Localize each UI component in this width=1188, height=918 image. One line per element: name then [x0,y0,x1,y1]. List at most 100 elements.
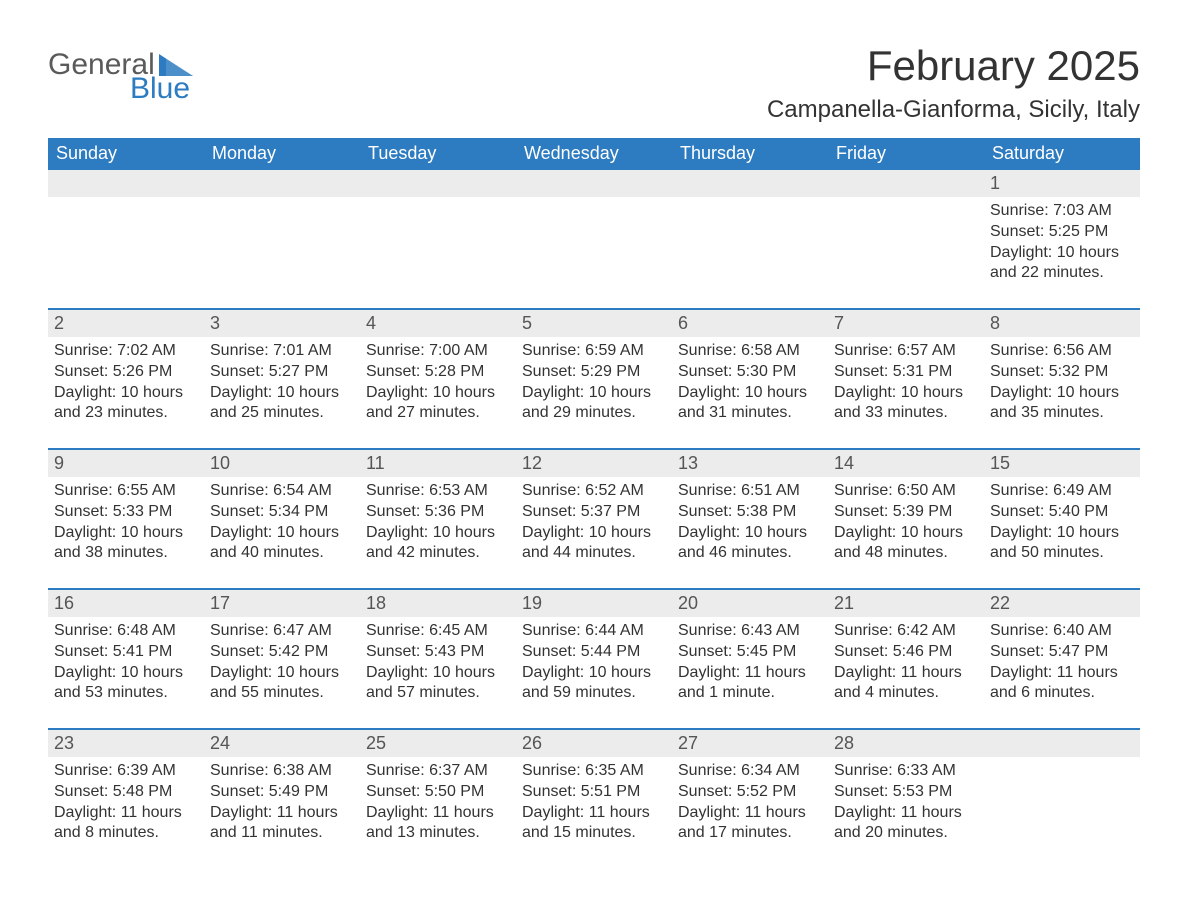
daylight: Daylight: 10 hours and 22 minutes. [990,243,1134,283]
sunrise-value: 6:49 AM [1053,482,1112,499]
sunset-value: 5:53 PM [893,783,953,800]
calendar-day-cell: 18Sunrise: 6:45 AMSunset: 5:43 PMDayligh… [360,589,516,729]
daylight-label: Daylight: [834,384,901,401]
calendar-day-cell: 7Sunrise: 6:57 AMSunset: 5:31 PMDaylight… [828,309,984,449]
sunrise-label: Sunrise: [522,342,585,359]
calendar-week-row: 23Sunrise: 6:39 AMSunset: 5:48 PMDayligh… [48,729,1140,868]
calendar-day-cell [204,170,360,309]
sunset: Sunset: 5:48 PM [54,782,198,802]
day-number [984,730,1140,757]
sunrise-label: Sunrise: [834,342,897,359]
sunrise: Sunrise: 6:38 AM [210,761,354,781]
calendar-day-cell: 26Sunrise: 6:35 AMSunset: 5:51 PMDayligh… [516,729,672,868]
sunrise-label: Sunrise: [522,622,585,639]
daylight-label: Daylight: [678,664,745,681]
day-header: Tuesday [360,138,516,170]
sunrise: Sunrise: 6:40 AM [990,621,1134,641]
sunset-value: 5:47 PM [1049,643,1109,660]
sunset-label: Sunset: [210,363,269,380]
daylight-label: Daylight: [678,384,745,401]
sunrise: Sunrise: 6:59 AM [522,341,666,361]
day-number: 15 [984,450,1140,477]
day-body: Sunrise: 6:38 AMSunset: 5:49 PMDaylight:… [204,757,360,868]
sunset-value: 5:28 PM [425,363,485,380]
sunset: Sunset: 5:49 PM [210,782,354,802]
calendar-day-cell: 20Sunrise: 6:43 AMSunset: 5:45 PMDayligh… [672,589,828,729]
sunset-value: 5:44 PM [581,643,641,660]
day-number: 5 [516,310,672,337]
day-header: Saturday [984,138,1140,170]
day-body: Sunrise: 6:49 AMSunset: 5:40 PMDaylight:… [984,477,1140,588]
day-body: Sunrise: 6:50 AMSunset: 5:39 PMDaylight:… [828,477,984,588]
sunrise-value: 6:39 AM [117,762,176,779]
sunset-label: Sunset: [54,643,113,660]
sunset: Sunset: 5:29 PM [522,362,666,382]
sunset-label: Sunset: [678,503,737,520]
sunset: Sunset: 5:47 PM [990,642,1134,662]
sunrise: Sunrise: 6:54 AM [210,481,354,501]
sunset-label: Sunset: [522,363,581,380]
day-body: Sunrise: 6:52 AMSunset: 5:37 PMDaylight:… [516,477,672,588]
day-body: Sunrise: 6:56 AMSunset: 5:32 PMDaylight:… [984,337,1140,448]
sunset-value: 5:31 PM [893,363,953,380]
calendar-day-cell: 12Sunrise: 6:52 AMSunset: 5:37 PMDayligh… [516,449,672,589]
sunset-label: Sunset: [366,363,425,380]
sunset: Sunset: 5:46 PM [834,642,978,662]
sunset-label: Sunset: [834,783,893,800]
day-header: Thursday [672,138,828,170]
day-body: Sunrise: 6:34 AMSunset: 5:52 PMDaylight:… [672,757,828,868]
sunrise-label: Sunrise: [678,482,741,499]
sunset-value: 5:40 PM [1049,503,1109,520]
daylight-label: Daylight: [990,524,1057,541]
daylight: Daylight: 10 hours and 40 minutes. [210,523,354,563]
daylight: Daylight: 10 hours and 27 minutes. [366,383,510,423]
sunrise-label: Sunrise: [522,482,585,499]
day-number: 14 [828,450,984,477]
daylight-label: Daylight: [366,524,433,541]
sunset-label: Sunset: [990,363,1049,380]
sunrise-label: Sunrise: [990,482,1053,499]
calendar-day-cell [516,170,672,309]
calendar-day-cell: 23Sunrise: 6:39 AMSunset: 5:48 PMDayligh… [48,729,204,868]
calendar-day-cell: 3Sunrise: 7:01 AMSunset: 5:27 PMDaylight… [204,309,360,449]
sunrise: Sunrise: 7:03 AM [990,201,1134,221]
sunrise-value: 6:44 AM [585,622,644,639]
daylight: Daylight: 11 hours and 13 minutes. [366,803,510,843]
sunrise: Sunrise: 6:50 AM [834,481,978,501]
calendar-day-cell: 11Sunrise: 6:53 AMSunset: 5:36 PMDayligh… [360,449,516,589]
day-header: Sunday [48,138,204,170]
sunrise-value: 6:52 AM [585,482,644,499]
daylight-label: Daylight: [522,524,589,541]
sunset: Sunset: 5:36 PM [366,502,510,522]
sunset-value: 5:51 PM [581,783,641,800]
sunset-value: 5:30 PM [737,363,797,380]
daylight-label: Daylight: [522,804,589,821]
sunrise-label: Sunrise: [366,762,429,779]
sunset-label: Sunset: [210,503,269,520]
day-number: 9 [48,450,204,477]
calendar-day-cell: 5Sunrise: 6:59 AMSunset: 5:29 PMDaylight… [516,309,672,449]
sunset: Sunset: 5:32 PM [990,362,1134,382]
daylight: Daylight: 10 hours and 38 minutes. [54,523,198,563]
daylight: Daylight: 11 hours and 20 minutes. [834,803,978,843]
sunrise-label: Sunrise: [990,622,1053,639]
daylight: Daylight: 11 hours and 11 minutes. [210,803,354,843]
day-number: 26 [516,730,672,757]
day-number: 16 [48,590,204,617]
calendar-day-cell [984,729,1140,868]
sunset-value: 5:50 PM [425,783,485,800]
brand-logo: General Blue [48,30,193,104]
day-body: Sunrise: 6:40 AMSunset: 5:47 PMDaylight:… [984,617,1140,728]
sunrise-value: 6:45 AM [429,622,488,639]
sunrise: Sunrise: 6:42 AM [834,621,978,641]
sunrise-value: 7:01 AM [273,342,332,359]
sunset-value: 5:32 PM [1049,363,1109,380]
day-number: 11 [360,450,516,477]
sunrise-value: 6:33 AM [897,762,956,779]
sunrise-value: 6:51 AM [741,482,800,499]
sunset-value: 5:34 PM [269,503,329,520]
sunrise: Sunrise: 6:43 AM [678,621,822,641]
sunrise-label: Sunrise: [54,622,117,639]
sunrise-value: 6:54 AM [273,482,332,499]
sunrise-label: Sunrise: [54,342,117,359]
